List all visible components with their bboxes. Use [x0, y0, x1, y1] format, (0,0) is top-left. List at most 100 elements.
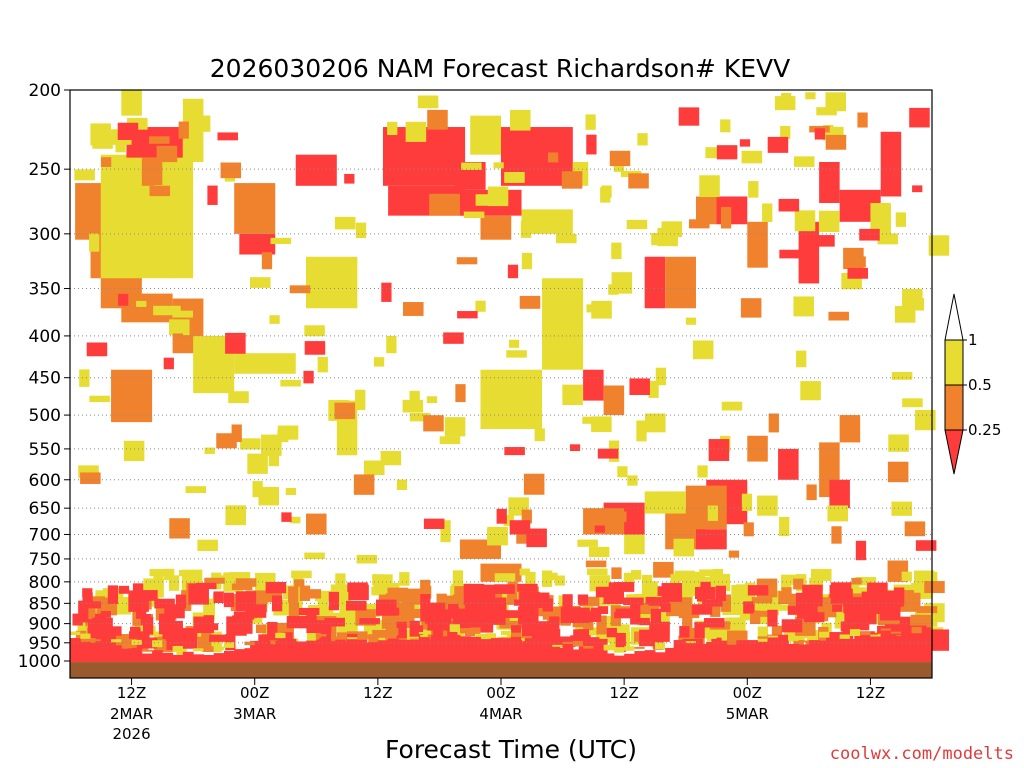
ri-lowlevel-cell — [839, 634, 850, 639]
ri-cell — [423, 518, 445, 529]
ri-cell — [439, 436, 461, 445]
ri-lowlevel-cell — [921, 634, 933, 663]
x-tick-label: 00Z — [486, 684, 515, 702]
ri-cell — [421, 585, 432, 599]
ri-cell — [715, 585, 727, 601]
ri-cell — [315, 590, 336, 602]
ri-lowlevel-cell — [316, 639, 328, 663]
ri-cell — [814, 128, 826, 140]
ri-lowlevel-cell — [737, 641, 748, 663]
x-axis: 12Z 2MAR 2026 00Z 3MAR 12Z 00Z 4MAR 12Z 00Z 5MAR 12… — [110, 678, 885, 743]
ri-cell — [884, 624, 906, 635]
ri-cell — [461, 162, 482, 170]
ri-cell — [396, 621, 407, 639]
ri-cell — [496, 508, 507, 524]
ri-cell — [306, 612, 317, 633]
ri-cell — [452, 570, 464, 585]
ri-cell — [630, 570, 642, 580]
ri-cell — [679, 626, 690, 638]
ri-lowlevel-cell — [819, 640, 830, 663]
ri-region — [829, 479, 850, 509]
ri-cell — [657, 586, 668, 596]
ri-cell — [784, 630, 805, 642]
ri-cell — [916, 606, 938, 614]
ri-cell — [520, 221, 532, 238]
ri-cell — [586, 134, 597, 155]
ri-cell — [747, 585, 769, 596]
ri-lowlevel-cell — [849, 629, 861, 637]
y-tick-label: 650 — [29, 499, 61, 519]
ri-cell — [164, 568, 175, 581]
ri-lowlevel-cell — [275, 641, 286, 663]
ri-region — [778, 448, 799, 480]
x-tick-year: 2026 — [112, 725, 150, 743]
ri-lowlevel-cell — [870, 638, 882, 663]
ri-cell — [261, 252, 273, 270]
colorbar-bin-yellow — [944, 339, 964, 386]
ri-cell — [699, 569, 720, 577]
ri-cell — [587, 568, 608, 576]
ri-lowlevel-cell — [716, 630, 727, 638]
ri-cell — [494, 584, 515, 594]
ri-lowlevel-cell — [634, 651, 646, 663]
ri-lowlevel-cell — [418, 637, 430, 663]
ri-cell — [613, 582, 635, 592]
ri-cell — [85, 604, 96, 627]
ri-lowlevel-cell — [100, 643, 112, 663]
ri-cell — [691, 604, 713, 615]
ri-lowlevel-cell — [829, 638, 841, 663]
ri-cell — [74, 169, 95, 181]
ri-lowlevel-cell — [870, 634, 881, 637]
ri-cell — [228, 391, 249, 404]
ri-cell — [682, 576, 693, 591]
ri-cell — [269, 315, 280, 324]
ri-lowlevel-cell — [583, 645, 594, 649]
ri-cell — [72, 613, 83, 626]
ri-lowlevel-cell — [716, 640, 728, 663]
ri-cell — [818, 210, 840, 232]
ri-lowlevel-cell — [788, 638, 799, 641]
ri-cell — [752, 610, 773, 617]
ri-cell — [448, 604, 459, 619]
ri-cell — [757, 495, 778, 516]
ri-cell — [653, 561, 674, 578]
ri-cell — [611, 242, 622, 260]
ri-cell — [720, 119, 731, 133]
y-tick-label: 200 — [29, 81, 61, 101]
ri-cell — [231, 424, 242, 442]
ri-cell — [82, 592, 93, 605]
ri-cell — [303, 370, 314, 384]
ri-lowlevel-cell — [849, 639, 861, 663]
ri-cell — [203, 615, 214, 622]
ri-lowlevel-cell — [388, 638, 399, 663]
ri-cell — [231, 583, 253, 591]
ri-cell — [261, 591, 283, 603]
ri-region — [747, 221, 768, 268]
ri-cell — [767, 634, 789, 643]
ri-cell — [636, 420, 647, 442]
y-tick-label: 700 — [29, 525, 61, 545]
ri-cell — [617, 466, 628, 478]
ri-cell — [688, 627, 699, 642]
ri-cell — [79, 369, 90, 387]
ri-cell — [597, 606, 609, 615]
ri-cell — [347, 615, 358, 632]
y-tick-label: 450 — [29, 369, 61, 389]
ri-cell — [848, 613, 870, 626]
y-tick-label: 950 — [29, 634, 61, 654]
ri-lowlevel-cell — [90, 639, 101, 642]
x-tick-date: 4MAR — [479, 705, 522, 723]
ri-lowlevel-cell — [767, 635, 779, 638]
ri-cell — [487, 526, 508, 546]
ri-cell — [787, 605, 809, 615]
ri-cell — [304, 325, 325, 337]
ri-cell — [702, 599, 723, 607]
ri-region — [306, 256, 358, 309]
ri-lowlevel-cell — [111, 639, 122, 643]
ri-cell — [781, 619, 803, 633]
ri-lowlevel-cell — [80, 633, 91, 639]
ri-cell — [628, 173, 649, 189]
ri-region — [234, 353, 296, 374]
ri-cell — [902, 398, 923, 408]
ri-cell — [739, 139, 751, 147]
